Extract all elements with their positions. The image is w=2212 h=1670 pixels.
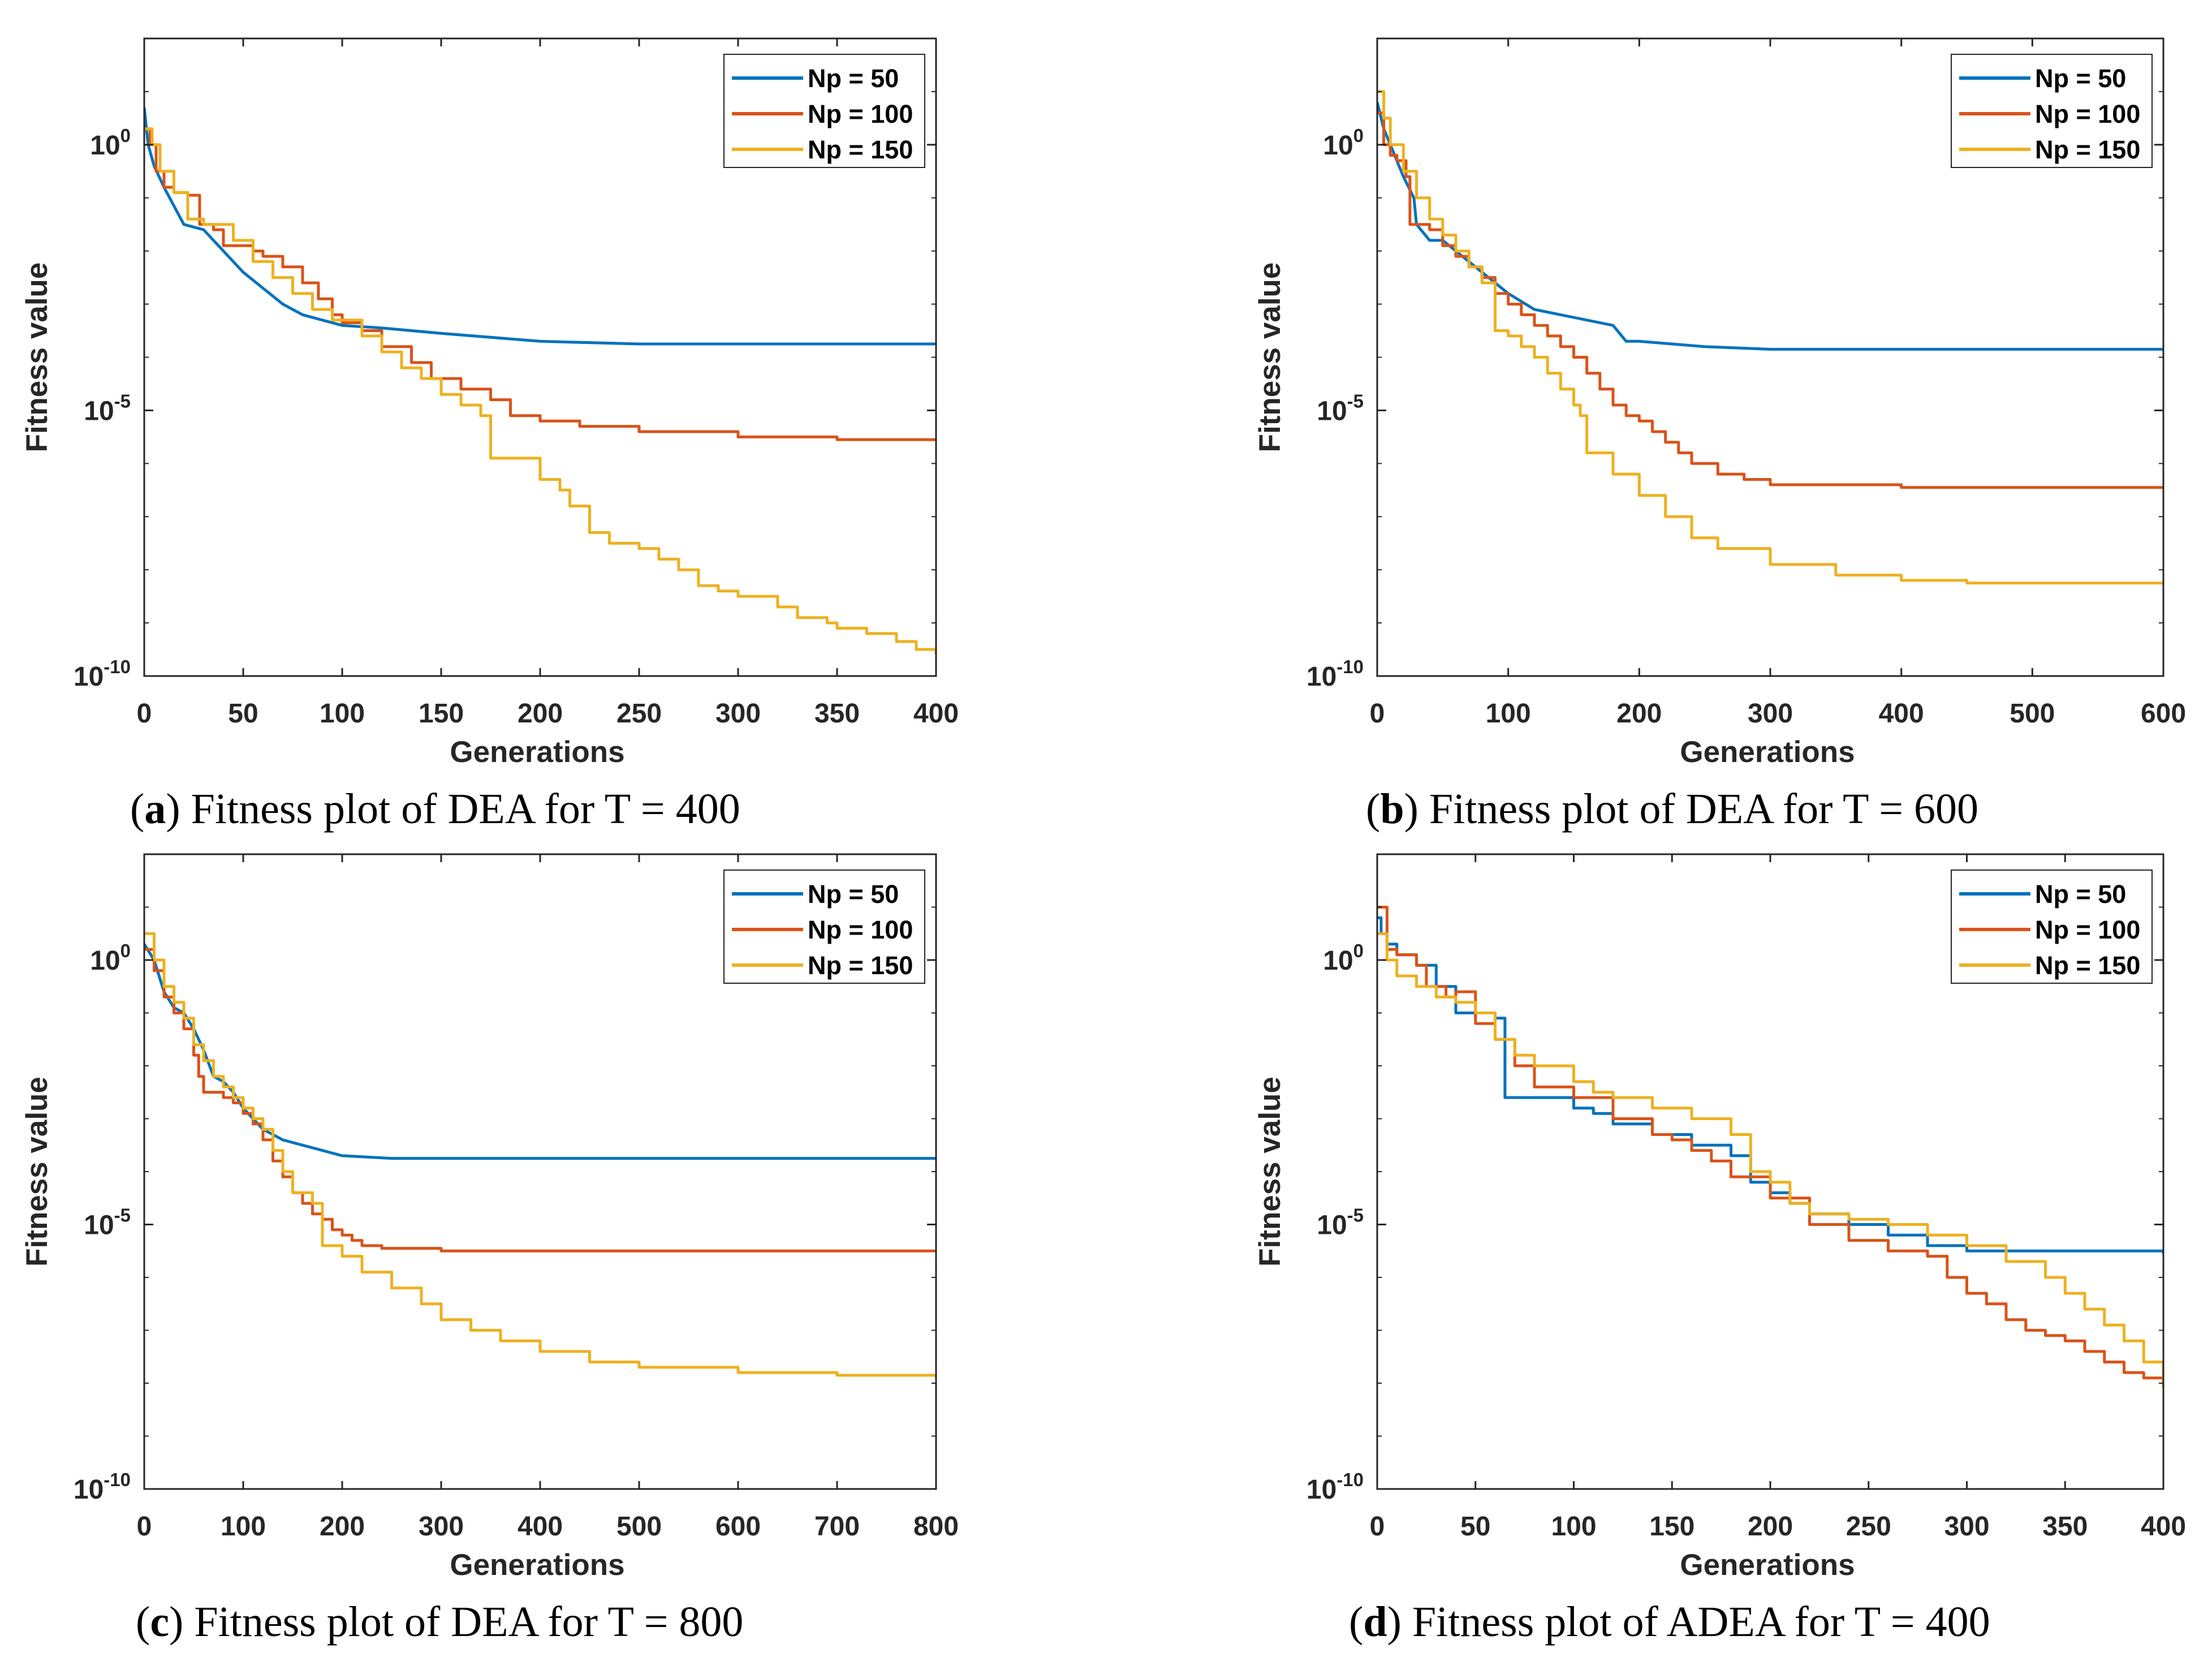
y-tick-label: 10-5 xyxy=(1317,1205,1364,1241)
y-axis-label: Fitness value xyxy=(20,262,54,453)
y-tick-label: 100 xyxy=(1323,125,1364,161)
x-tick-label: 200 xyxy=(518,699,563,729)
legend-label: Np = 150 xyxy=(808,135,913,164)
legend-label: Np = 150 xyxy=(2035,951,2140,980)
x-tick-label: 0 xyxy=(137,699,152,729)
x-tick-label: 250 xyxy=(616,699,662,729)
legend-label: Np = 50 xyxy=(808,64,899,93)
x-tick-label: 50 xyxy=(1460,1512,1490,1542)
series-line-np-100 xyxy=(1377,906,2163,1383)
x-tick-label: 300 xyxy=(715,699,761,729)
series-line-np-150 xyxy=(1377,90,2163,585)
y-tick-label: 100 xyxy=(90,125,131,161)
x-tick-label: 150 xyxy=(1649,1512,1694,1542)
x-tick-label: 200 xyxy=(1616,699,1662,729)
legend-label: Np = 100 xyxy=(808,915,913,944)
x-tick-label: 800 xyxy=(913,1512,959,1542)
legend: Np = 50 Np = 100 Np = 150 xyxy=(723,54,925,168)
x-tick-label: 700 xyxy=(814,1512,860,1542)
legend-box xyxy=(1951,870,2153,984)
x-tick-label: 500 xyxy=(2010,699,2055,729)
x-tick-label: 50 xyxy=(228,699,258,729)
y-axis-label: Fitness value xyxy=(20,1077,54,1267)
x-tick-label: 350 xyxy=(2042,1512,2088,1542)
y-tick-label: 10-10 xyxy=(74,1469,131,1505)
y-tick-label: 10-10 xyxy=(1306,656,1364,692)
x-tick-label: 300 xyxy=(419,1512,464,1542)
legend-label: Np = 150 xyxy=(2035,135,2140,164)
legend: Np = 50 Np = 100 Np = 150 xyxy=(1951,54,2153,168)
legend-label: Np = 100 xyxy=(2035,100,2140,128)
x-tick-label: 400 xyxy=(1879,699,1924,729)
x-tick-label: 400 xyxy=(913,699,959,729)
x-tick-label: 150 xyxy=(419,699,464,729)
x-axis-label: Generations xyxy=(450,735,624,769)
x-tick-label: 100 xyxy=(320,699,365,729)
y-tick-label: 10-5 xyxy=(84,1205,131,1241)
chart-panel-d: 0 50 100 150 200 250 300 350 400 10-10 10-5 100 Gene… xyxy=(1253,853,2186,1646)
x-tick-label: 500 xyxy=(616,1512,662,1542)
caption: (d) Fitness plot of ADEA for T = 400 xyxy=(1349,1598,1990,1646)
x-tick-label: 0 xyxy=(1370,1512,1385,1542)
legend: Np = 50 Np = 100 Np = 150 xyxy=(1951,870,2153,984)
x-tick-label: 200 xyxy=(320,1512,365,1542)
x-tick-label: 0 xyxy=(137,1512,152,1542)
series-line-np-150 xyxy=(1377,932,2163,1389)
legend-label: Np = 50 xyxy=(808,880,899,909)
x-axis-label: Generations xyxy=(450,1548,624,1582)
legend-label: Np = 50 xyxy=(2035,64,2126,93)
y-axis-label: Fitness value xyxy=(1253,262,1287,453)
y-tick-label: 100 xyxy=(1323,940,1364,976)
legend-label: Np = 150 xyxy=(808,951,913,980)
y-tick-label: 10-10 xyxy=(74,656,131,692)
series-line-np-150 xyxy=(144,127,936,655)
x-tick-label: 100 xyxy=(1551,1512,1596,1542)
x-axis-label: Generations xyxy=(1680,1548,1855,1582)
x-tick-label: 100 xyxy=(221,1512,266,1542)
x-tick-label: 400 xyxy=(518,1512,563,1542)
y-tick-label: 10-10 xyxy=(1306,1469,1364,1505)
caption: (c) Fitness plot of DEA for T = 800 xyxy=(136,1598,743,1646)
x-tick-label: 350 xyxy=(814,699,860,729)
x-tick-label: 300 xyxy=(1748,699,1793,729)
y-axis-label: Fitness value xyxy=(1253,1077,1287,1267)
legend: Np = 50 Np = 100 Np = 150 xyxy=(723,870,925,984)
y-tick-label: 100 xyxy=(90,940,131,976)
caption: (b) Fitness plot of DEA for T = 600 xyxy=(1366,785,1978,833)
series-line-np-50 xyxy=(1377,102,2163,351)
x-tick-label: 300 xyxy=(1944,1512,1989,1542)
legend-label: Np = 100 xyxy=(2035,915,2140,944)
x-tick-label: 600 xyxy=(2141,699,2186,729)
chart-panel-c: 0 100 200 300 400 500 600 700 800 10-10 10-5 100 Gen… xyxy=(20,853,959,1646)
chart-panel-a: 0 50 100 150 200 250 300 350 400 10-10 10-5 100 Gene… xyxy=(20,37,959,833)
x-tick-label: 600 xyxy=(715,1512,761,1542)
legend-label: Np = 100 xyxy=(808,100,913,128)
series-line-np-150 xyxy=(144,932,936,1378)
series-line-np-100 xyxy=(1377,111,2163,489)
y-tick-label: 10-5 xyxy=(1317,390,1364,426)
chart-panel-b: 0 100 200 300 400 500 600 10-10 10-5 100 Generatio… xyxy=(1253,37,2186,833)
x-tick-label: 100 xyxy=(1486,699,1531,729)
x-tick-label: 200 xyxy=(1748,1512,1793,1542)
x-tick-label: 0 xyxy=(1370,699,1385,729)
legend-label: Np = 50 xyxy=(2035,880,2126,909)
x-tick-label: 250 xyxy=(1846,1512,1891,1542)
x-tick-label: 400 xyxy=(2141,1512,2186,1542)
caption: (a) Fitness plot of DEA for T = 400 xyxy=(130,785,740,833)
series-line-np-50 xyxy=(144,107,936,346)
y-tick-label: 10-5 xyxy=(84,390,131,426)
x-axis-label: Generations xyxy=(1680,735,1855,769)
